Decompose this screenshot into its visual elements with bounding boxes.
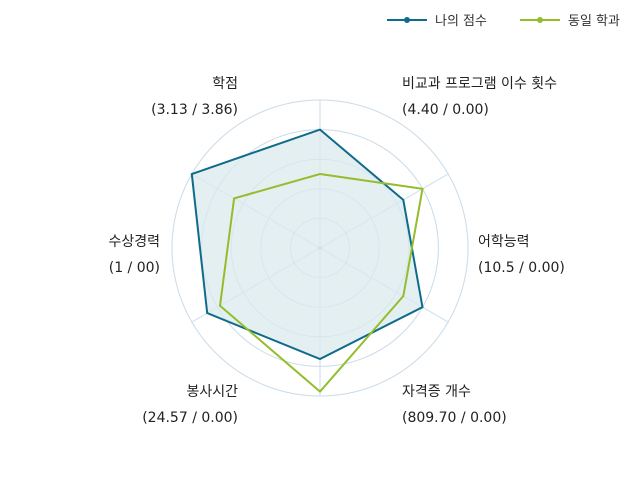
radar-series <box>190 128 424 394</box>
legend-item-same-dept[interactable]: 동일 학과 <box>520 14 620 29</box>
axis-value-1: (4.40 / 0.00) <box>402 102 489 118</box>
axis-label-2: 어학능력 <box>478 234 530 250</box>
axis-label-3: 자격증 개수 <box>402 384 471 400</box>
legend: 나의 점수 동일 학과 <box>387 14 620 29</box>
axis-label-1: 비교과 프로그램 이수 횟수 <box>402 76 557 92</box>
axis-label-4: 봉사시간 <box>186 384 238 400</box>
axis-label-0: 학점 <box>212 76 238 92</box>
axis-value-5: (1 / 00) <box>109 260 160 276</box>
legend-marker-my-score <box>404 17 410 23</box>
legend-item-my-score[interactable]: 나의 점수 <box>387 14 487 29</box>
legend-marker-same-dept <box>537 17 543 23</box>
axis-value-3: (809.70 / 0.00) <box>402 410 507 426</box>
axis-value-4: (24.57 / 0.00) <box>142 410 238 426</box>
axis-label-5: 수상경력 <box>108 234 160 250</box>
axis-value-0: (3.13 / 3.86) <box>151 102 238 118</box>
series-line-1 <box>218 172 424 394</box>
series-line-0 <box>190 128 424 361</box>
axis-value-2: (10.5 / 0.00) <box>478 260 565 276</box>
legend-label-my-score: 나의 점수 <box>435 14 487 29</box>
legend-label-same-dept: 동일 학과 <box>568 14 620 29</box>
axis-labels: 학점 (3.13 / 3.86) 비교과 프로그램 이수 횟수 (4.40 / 0.0… <box>108 76 564 426</box>
